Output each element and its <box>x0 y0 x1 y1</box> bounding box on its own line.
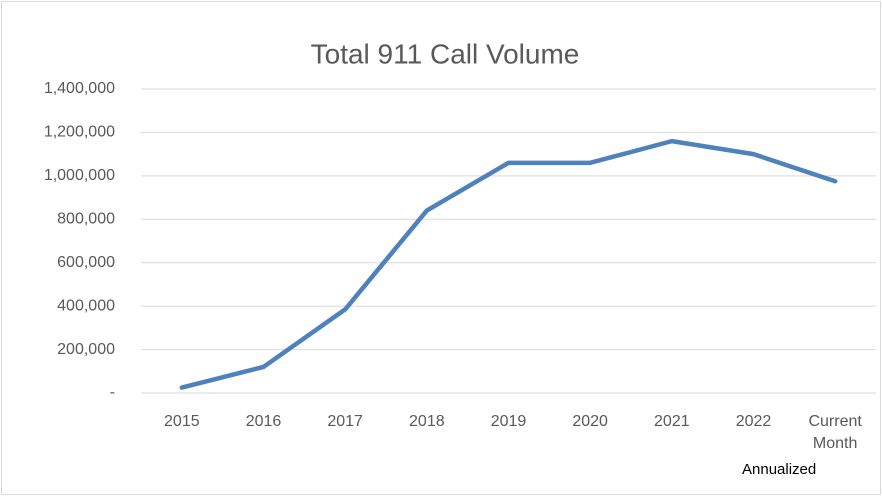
x-tick-label: 2021 <box>654 413 690 430</box>
x-tick-label: 2022 <box>735 413 772 430</box>
y-tick-label: 600,000 <box>57 254 115 271</box>
x-tick-label: 2016 <box>245 413 282 430</box>
x-tick-label: 2015 <box>164 413 200 430</box>
x-tick-label: Current Month <box>808 413 862 452</box>
x-tick-label: 2017 <box>327 413 363 430</box>
line-series <box>179 138 838 390</box>
annotation: Annualized <box>742 461 817 478</box>
y-tick-label: 400,000 <box>57 297 115 314</box>
x-tick-label: 2019 <box>490 413 527 430</box>
chart-title: Total 911 Call Volume <box>311 38 580 69</box>
y-tick-label: 1,200,000 <box>44 124 115 141</box>
y-tick-label: 1,000,000 <box>44 167 115 184</box>
x-tick-label: 2018 <box>409 413 445 430</box>
y-tick-label: 800,000 <box>57 211 115 228</box>
y-tick-label: 1,400,000 <box>44 80 115 97</box>
y-tick-label: - <box>110 384 115 401</box>
y-tick-label: 200,000 <box>57 341 115 358</box>
x-tick-label: 2020 <box>572 413 608 430</box>
